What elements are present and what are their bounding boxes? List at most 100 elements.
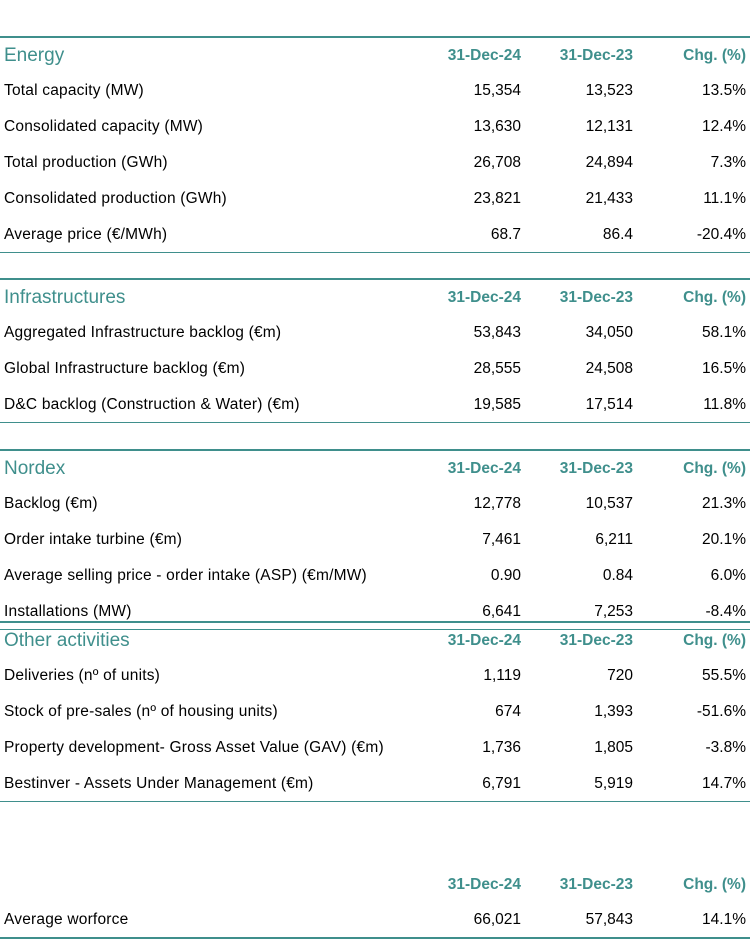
value-2024: 7,461 xyxy=(482,531,521,548)
value-2024: 53,843 xyxy=(473,324,521,341)
column-header: 31-Dec-24 xyxy=(447,289,521,306)
change-percent: 14.1% xyxy=(702,911,746,928)
column-header: 31-Dec-24 xyxy=(447,460,521,477)
table-row: Consolidated capacity (MW) 13,630 12,131 12… xyxy=(0,109,750,145)
section-header: Infrastructures 31-Dec-24 31-Dec-23 Chg. (%… xyxy=(0,278,750,315)
value-2024: 1,736 xyxy=(482,739,521,756)
value-2024: 23,821 xyxy=(473,190,521,207)
column-header: Chg. (%) xyxy=(683,632,746,649)
column-header: 31-Dec-23 xyxy=(559,289,633,306)
value-2023: 5,919 xyxy=(594,775,633,792)
table-row: Property development- Gross Asset Value … xyxy=(0,730,750,766)
value-2023: 7,253 xyxy=(594,603,633,620)
change-percent: 14.7% xyxy=(702,775,746,792)
value-2023: 17,514 xyxy=(585,396,633,413)
change-percent: 21.3% xyxy=(702,495,746,512)
table-row: Bestinver - Assets Under Management (€m)… xyxy=(0,766,750,802)
column-header: Chg. (%) xyxy=(683,47,746,64)
row-label: Installations (MW) xyxy=(4,603,132,620)
table-row: Installations (MW) 6,641 7,253 -8.4% xyxy=(0,594,750,630)
change-percent: 13.5% xyxy=(702,82,746,99)
section-title: Nordex xyxy=(4,458,66,479)
section-header: Nordex 31-Dec-24 31-Dec-23 Chg. (%) xyxy=(0,449,750,486)
section-bottom-rule xyxy=(0,801,750,802)
row-label: Consolidated production (GWh) xyxy=(4,190,227,207)
table-row: Backlog (€m) 12,778 10,537 21.3% xyxy=(0,486,750,522)
change-percent: 6.0% xyxy=(710,567,746,584)
section-bottom-rule xyxy=(0,422,750,423)
section-bottom-rule xyxy=(0,937,750,939)
value-2023: 10,537 xyxy=(585,495,633,512)
section-title: Other activities xyxy=(4,630,130,651)
change-percent: 7.3% xyxy=(710,154,746,171)
value-2023: 21,433 xyxy=(585,190,633,207)
value-2024: 674 xyxy=(495,703,521,720)
value-2024: 12,778 xyxy=(473,495,521,512)
value-2023: 1,393 xyxy=(594,703,633,720)
table-section: 31-Dec-24 31-Dec-23 Chg. (%) Average worfor… xyxy=(0,865,750,939)
change-percent: -8.4% xyxy=(705,603,747,620)
value-2024: 13,630 xyxy=(473,118,521,135)
section-header: Energy 31-Dec-24 31-Dec-23 Chg. (%) xyxy=(0,36,750,73)
table-row: Average price (€/MWh) 68.7 86.4 -20.4% xyxy=(0,217,750,253)
column-header: 31-Dec-24 xyxy=(447,876,521,893)
table-row: Deliveries (nº of units) 1,119 720 55.5% xyxy=(0,658,750,694)
section-top-rule xyxy=(0,449,750,451)
change-percent: 11.8% xyxy=(703,396,746,413)
row-label: Order intake turbine (€m) xyxy=(4,531,183,548)
row-label: Deliveries (nº of units) xyxy=(4,667,161,684)
value-2023: 6,211 xyxy=(595,531,633,548)
row-label: Bestinver - Assets Under Management (€m) xyxy=(4,775,314,792)
section-header: Other activities 31-Dec-24 31-Dec-23 Chg. (… xyxy=(0,621,750,658)
value-2024: 66,021 xyxy=(473,911,521,928)
value-2024: 68.7 xyxy=(490,226,521,243)
change-percent: -20.4% xyxy=(696,226,746,243)
value-2024: 6,791 xyxy=(482,775,521,792)
row-label: Total production (GWh) xyxy=(4,154,168,171)
table-row: Total production (GWh) 26,708 24,894 7.3% xyxy=(0,145,750,181)
column-header: Chg. (%) xyxy=(683,876,746,893)
row-label: D&C backlog (Construction & Water) (€m) xyxy=(4,396,300,413)
row-label: Average worforce xyxy=(4,911,129,928)
value-2023: 86.4 xyxy=(602,226,633,243)
column-header: Chg. (%) xyxy=(683,460,746,477)
value-2023: 0.84 xyxy=(602,567,633,584)
column-header: 31-Dec-23 xyxy=(559,47,633,64)
value-2024: 28,555 xyxy=(473,360,521,377)
table-row: Consolidated production (GWh) 23,821 21,43… xyxy=(0,181,750,217)
value-2023: 34,050 xyxy=(585,324,633,341)
row-label: Stock of pre-sales (nº of housing units) xyxy=(4,703,278,720)
change-percent: 16.5% xyxy=(702,360,746,377)
section-title: Energy xyxy=(4,45,65,66)
row-label: Average selling price - order intake (AS… xyxy=(4,567,367,584)
section-top-rule xyxy=(0,36,750,38)
value-2024: 26,708 xyxy=(473,154,521,171)
value-2024: 1,119 xyxy=(483,667,521,684)
row-label: Average price (€/MWh) xyxy=(4,226,168,243)
section-title: Infrastructures xyxy=(4,287,126,308)
change-percent: 11.1% xyxy=(703,190,746,207)
table-row: Total capacity (MW) 15,354 13,523 13.5% xyxy=(0,73,750,109)
value-2023: 24,894 xyxy=(585,154,633,171)
table-row: D&C backlog (Construction & Water) (€m) 1… xyxy=(0,387,750,423)
value-2024: 19,585 xyxy=(473,396,521,413)
column-header: Chg. (%) xyxy=(683,289,746,306)
row-label: Total capacity (MW) xyxy=(4,82,144,99)
section-header: 31-Dec-24 31-Dec-23 Chg. (%) xyxy=(0,865,750,902)
table-section: Other activities 31-Dec-24 31-Dec-23 Chg. (… xyxy=(0,621,750,802)
table-row: Order intake turbine (€m) 7,461 6,211 20.1% xyxy=(0,522,750,558)
table-row: Stock of pre-sales (nº of housing units)… xyxy=(0,694,750,730)
change-percent: 20.1% xyxy=(702,531,746,548)
table-section: Energy 31-Dec-24 31-Dec-23 Chg. (%) Total ca… xyxy=(0,36,750,253)
table-section: Nordex 31-Dec-24 31-Dec-23 Chg. (%) Backlog … xyxy=(0,449,750,630)
table-section: Infrastructures 31-Dec-24 31-Dec-23 Chg. (%… xyxy=(0,278,750,423)
table-row: Global Infrastructure backlog (€m) 28,555… xyxy=(0,351,750,387)
section-bottom-rule xyxy=(0,629,750,630)
value-2023: 1,805 xyxy=(594,739,633,756)
value-2023: 12,131 xyxy=(585,118,633,135)
column-header: 31-Dec-24 xyxy=(447,632,521,649)
row-label: Aggregated Infrastructure backlog (€m) xyxy=(4,324,282,341)
section-bottom-rule xyxy=(0,252,750,253)
value-2024: 0.90 xyxy=(490,567,521,584)
section-top-rule xyxy=(0,621,750,623)
